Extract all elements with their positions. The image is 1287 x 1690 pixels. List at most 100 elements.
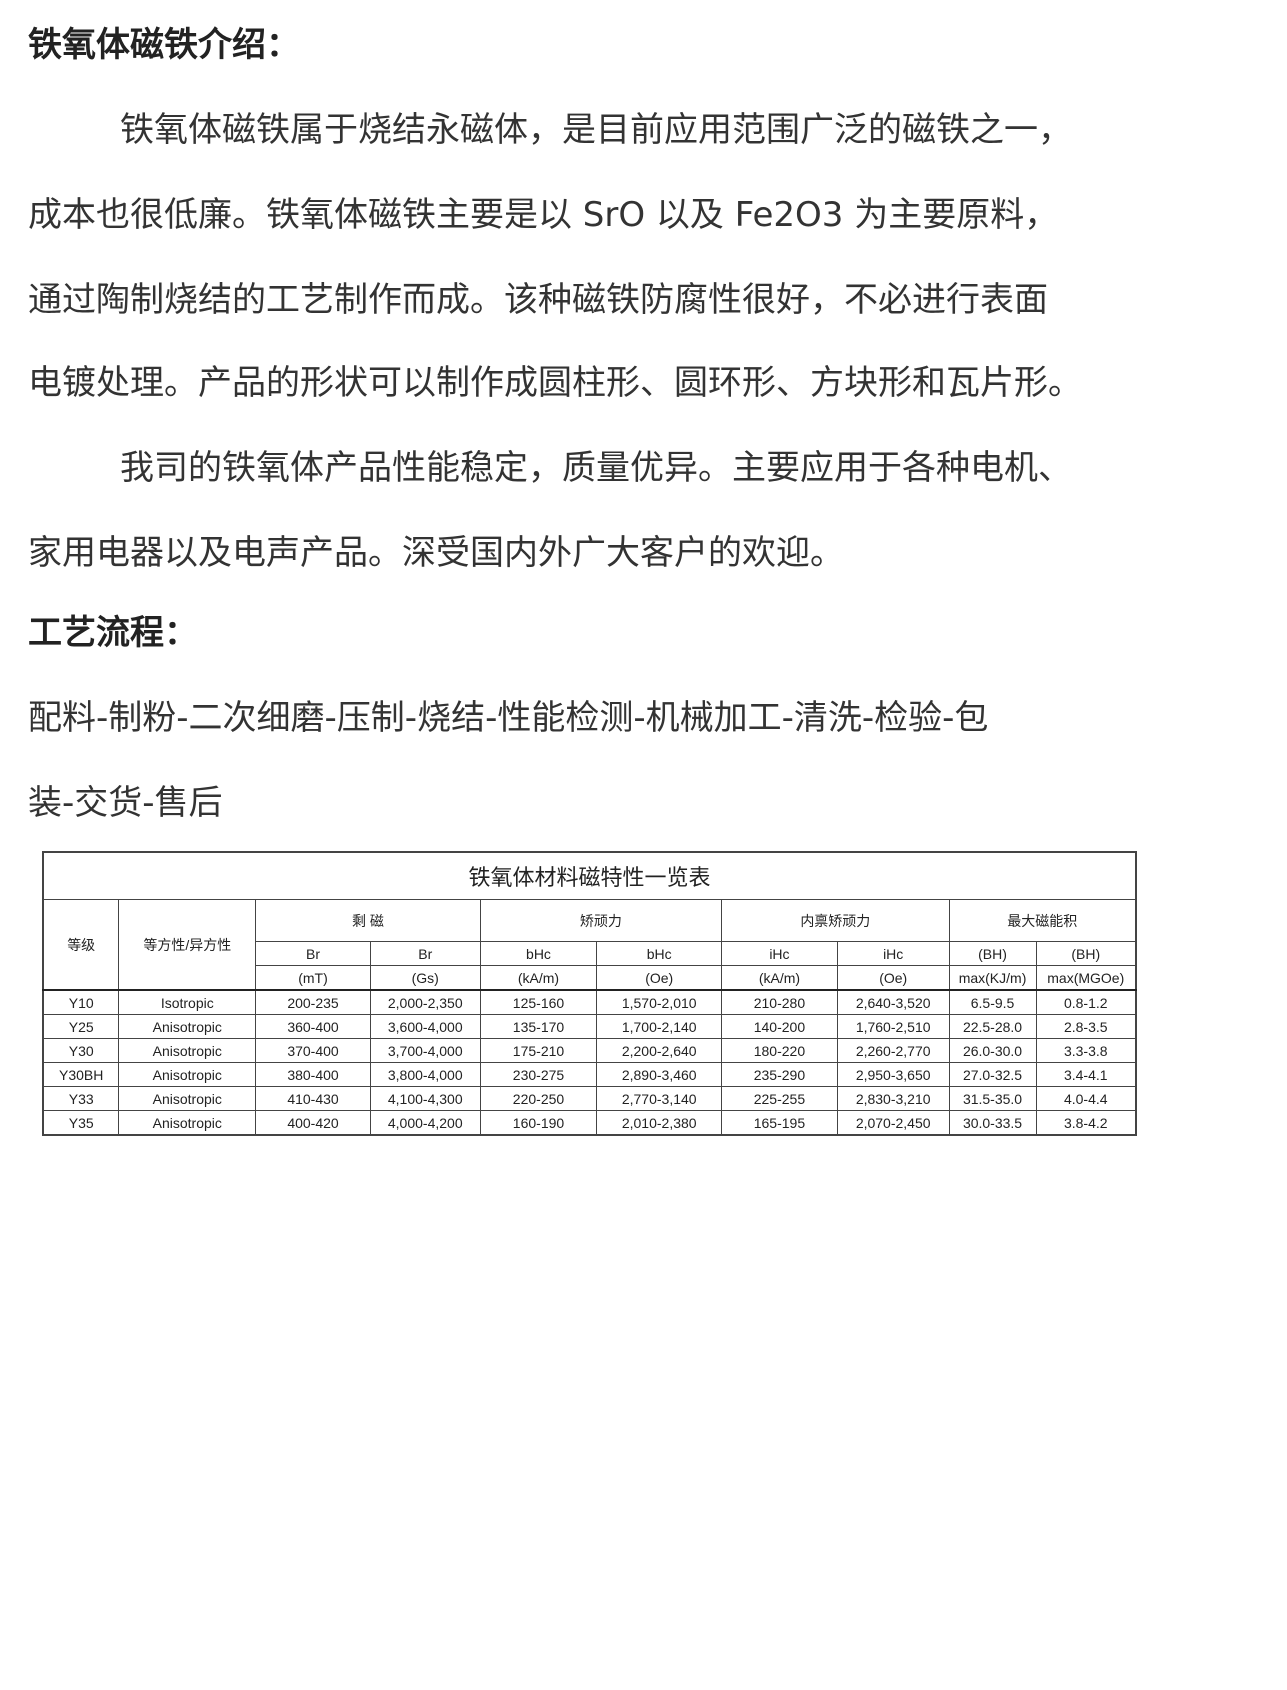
unit-header: (Gs) <box>369 965 481 991</box>
quantity-header: Br <box>369 941 481 966</box>
table-cell: 4,000-4,200 <box>369 1110 481 1136</box>
quantity-header: (BH) <box>1035 941 1137 966</box>
table-cell: 2,070-2,450 <box>836 1110 950 1136</box>
table-cell: 2.8-3.5 <box>1035 1014 1137 1039</box>
intro-line: 家用电器以及电声产品。深受国内外广大客户的欢迎。 <box>28 533 844 573</box>
table-cell: Y25 <box>42 1014 120 1039</box>
table-cell: 360-400 <box>255 1014 371 1039</box>
unit-header: max(KJ/m) <box>948 965 1037 991</box>
table-cell: 27.0-32.5 <box>948 1062 1037 1087</box>
magnetic-properties-table: 铁氧体材料磁特性一览表 等级 等方性/异方性 剩 磁 矫顽力 内禀矫顽力 最大磁… <box>42 851 1137 1136</box>
table-row: Y35 Anisotropic 400-420 4,000-4,200 160-190 2… <box>42 1110 1137 1136</box>
table-row: Y30 Anisotropic 370-400 3,700-4,000 175-210 2… <box>42 1038 1137 1063</box>
table-row: Y25 Anisotropic 360-400 3,600-4,000 135-170 1… <box>42 1014 1137 1039</box>
table-cell: 2,640-3,520 <box>836 989 950 1015</box>
table-cell: 200-235 <box>255 989 371 1015</box>
table-cell: 2,260-2,770 <box>836 1038 950 1063</box>
process-line: 装-交货-售后 <box>28 783 223 823</box>
table-cell: 235-290 <box>721 1062 838 1087</box>
table-cell: 4,100-4,300 <box>369 1086 481 1111</box>
table-row: Y30BH Anisotropic 380-400 3,800-4,000 230-27… <box>42 1062 1137 1087</box>
table-cell: Y35 <box>42 1110 120 1136</box>
table-cell: 3,800-4,000 <box>369 1062 481 1087</box>
table-cell: 3.8-4.2 <box>1035 1110 1137 1136</box>
table-cell: Anisotropic <box>118 1062 257 1087</box>
table-cell: 31.5-35.0 <box>948 1086 1037 1111</box>
table-cell: 3,700-4,000 <box>369 1038 481 1063</box>
table-row: Y10 Isotropic 200-235 2,000-2,350 125-160 1,5… <box>42 989 1137 1015</box>
table-cell: 26.0-30.0 <box>948 1038 1037 1063</box>
table-cell: 3.3-3.8 <box>1035 1038 1137 1063</box>
intro-line: 成本也很低廉。铁氧体磁铁主要是以 SrO 以及 Fe2O3 为主要原料， <box>28 195 1059 235</box>
intro-line: 我司的铁氧体产品性能稳定，质量优异。主要应用于各种电机、 <box>120 448 1072 488</box>
intro-heading: 铁氧体磁铁介绍： <box>28 25 300 65</box>
quantity-header: bHc <box>596 941 723 966</box>
table-cell: 225-255 <box>721 1086 838 1111</box>
table-cell: 2,200-2,640 <box>596 1038 723 1063</box>
table-cell: 3,600-4,000 <box>369 1014 481 1039</box>
table-cell: 30.0-33.5 <box>948 1110 1037 1136</box>
table-cell: 2,000-2,350 <box>369 989 481 1015</box>
type-header: 等方性/异方性 <box>118 899 257 991</box>
table-cell: 210-280 <box>721 989 838 1015</box>
group-header: 内禀矫顽力 <box>721 899 950 942</box>
process-line: 配料-制粉-二次细磨-压制-烧结-性能检测-机械加工-清洗-检验-包 <box>28 698 989 738</box>
table-cell: 1,570-2,010 <box>596 989 723 1015</box>
table-cell: 22.5-28.0 <box>948 1014 1037 1039</box>
table-cell: 0.8-1.2 <box>1035 989 1137 1015</box>
table-cell: 220-250 <box>479 1086 598 1111</box>
table-cell: 380-400 <box>255 1062 371 1087</box>
quantity-header: iHc <box>721 941 838 966</box>
group-header: 剩 磁 <box>255 899 481 942</box>
table-title: 铁氧体材料磁特性一览表 <box>42 851 1137 900</box>
quantity-header: iHc <box>836 941 950 966</box>
table-cell: 1,760-2,510 <box>836 1014 950 1039</box>
table-cell: 2,830-3,210 <box>836 1086 950 1111</box>
unit-header: (mT) <box>255 965 371 991</box>
table-cell: 125-160 <box>479 989 598 1015</box>
table-row: Y33 Anisotropic 410-430 4,100-4,300 220-250 2… <box>42 1086 1137 1111</box>
unit-header: (kA/m) <box>479 965 598 991</box>
table-cell: 2,950-3,650 <box>836 1062 950 1087</box>
table-cell: 3.4-4.1 <box>1035 1062 1137 1087</box>
table-cell: Anisotropic <box>118 1086 257 1111</box>
table-cell: 6.5-9.5 <box>948 989 1037 1015</box>
table-cell: 2,010-2,380 <box>596 1110 723 1136</box>
unit-header: (Oe) <box>596 965 723 991</box>
table-cell: 2,770-3,140 <box>596 1086 723 1111</box>
intro-line: 通过陶制烧结的工艺制作而成。该种磁铁防腐性很好，不必进行表面 <box>28 280 1048 320</box>
grade-header: 等级 <box>42 899 120 991</box>
table-cell: 175-210 <box>479 1038 598 1063</box>
table-cell: 370-400 <box>255 1038 371 1063</box>
unit-header: (kA/m) <box>721 965 838 991</box>
table-cell: 140-200 <box>721 1014 838 1039</box>
table-cell: 400-420 <box>255 1110 371 1136</box>
quantity-header: Br <box>255 941 371 966</box>
table-cell: 180-220 <box>721 1038 838 1063</box>
table-cell: 165-195 <box>721 1110 838 1136</box>
table-cell: Y30 <box>42 1038 120 1063</box>
table-cell: 2,890-3,460 <box>596 1062 723 1087</box>
quantity-header: (BH) <box>948 941 1037 966</box>
table-cell: 230-275 <box>479 1062 598 1087</box>
table-cell: Anisotropic <box>118 1014 257 1039</box>
unit-header: max(MGOe) <box>1035 965 1137 991</box>
group-header: 最大磁能积 <box>948 899 1137 942</box>
table-cell: Y10 <box>42 989 120 1015</box>
table-cell: 4.0-4.4 <box>1035 1086 1137 1111</box>
table-cell: Anisotropic <box>118 1110 257 1136</box>
quantity-header: bHc <box>479 941 598 966</box>
table-cell: Y30BH <box>42 1062 120 1087</box>
process-heading: 工艺流程： <box>28 613 198 653</box>
table-cell: Isotropic <box>118 989 257 1015</box>
table-cell: 160-190 <box>479 1110 598 1136</box>
table-cell: 1,700-2,140 <box>596 1014 723 1039</box>
table-cell: Y33 <box>42 1086 120 1111</box>
table-cell: 135-170 <box>479 1014 598 1039</box>
intro-line: 电镀处理。产品的形状可以制作成圆柱形、圆环形、方块形和瓦片形。 <box>28 363 1082 403</box>
unit-header: (Oe) <box>836 965 950 991</box>
group-header: 矫顽力 <box>479 899 723 942</box>
intro-line: 铁氧体磁铁属于烧结永磁体，是目前应用范围广泛的磁铁之一， <box>120 110 1072 150</box>
table-cell: Anisotropic <box>118 1038 257 1063</box>
table-cell: 410-430 <box>255 1086 371 1111</box>
